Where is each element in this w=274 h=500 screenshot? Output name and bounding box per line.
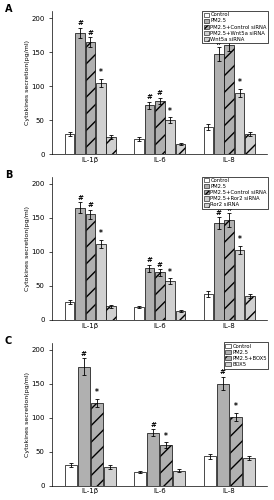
Bar bbox=[96, 82, 106, 154]
Text: #: # bbox=[220, 370, 226, 376]
Text: *: * bbox=[95, 388, 99, 397]
Bar bbox=[165, 281, 175, 320]
Text: #: # bbox=[147, 94, 152, 100]
Bar bbox=[65, 302, 75, 320]
Bar bbox=[165, 120, 175, 154]
Bar bbox=[235, 93, 244, 154]
Text: *: * bbox=[168, 268, 172, 277]
Text: #: # bbox=[87, 30, 93, 36]
Bar bbox=[75, 33, 85, 154]
Text: #: # bbox=[81, 351, 87, 357]
Bar bbox=[104, 468, 116, 485]
Text: *: * bbox=[234, 402, 238, 411]
Bar bbox=[155, 272, 165, 320]
Bar bbox=[155, 101, 165, 154]
Bar bbox=[230, 417, 242, 486]
Legend: Control, PM2.5, PM2.5+BOX5, BOX5: Control, PM2.5, PM2.5+BOX5, BOX5 bbox=[224, 342, 269, 368]
Text: #: # bbox=[77, 195, 83, 201]
Bar bbox=[245, 296, 255, 320]
Y-axis label: Cytokines secretion(pg/ml): Cytokines secretion(pg/ml) bbox=[25, 372, 30, 456]
Bar bbox=[214, 54, 224, 154]
Text: #: # bbox=[157, 262, 163, 268]
Bar bbox=[245, 134, 255, 154]
Text: *: * bbox=[238, 78, 242, 88]
Bar bbox=[75, 208, 85, 320]
Bar bbox=[86, 214, 95, 320]
Bar bbox=[134, 139, 144, 154]
Text: B: B bbox=[5, 170, 12, 180]
Bar bbox=[204, 456, 216, 486]
Text: *: * bbox=[164, 432, 168, 440]
Text: *: * bbox=[168, 107, 172, 116]
Bar bbox=[160, 445, 172, 486]
Bar bbox=[214, 224, 224, 320]
Bar bbox=[147, 432, 159, 486]
Text: #: # bbox=[77, 20, 83, 26]
Bar bbox=[176, 144, 185, 154]
Bar bbox=[91, 402, 103, 485]
Y-axis label: Cytokines secretion(pg/ml): Cytokines secretion(pg/ml) bbox=[25, 40, 30, 125]
Text: A: A bbox=[5, 4, 12, 14]
Bar bbox=[65, 134, 75, 154]
Bar bbox=[107, 306, 116, 320]
Bar bbox=[224, 46, 234, 154]
Bar bbox=[235, 250, 244, 320]
Legend: Control, PM2.5, PM2.5+Control siRNA, PM2.5+Wnt5a siRNA, Wnt5a siRNA: Control, PM2.5, PM2.5+Control siRNA, PM2… bbox=[202, 11, 269, 43]
Text: #: # bbox=[87, 202, 93, 208]
Bar bbox=[78, 366, 90, 486]
Bar bbox=[217, 384, 229, 486]
Text: #: # bbox=[216, 210, 222, 216]
Bar bbox=[145, 268, 154, 320]
Bar bbox=[96, 244, 106, 320]
Text: #: # bbox=[157, 90, 163, 96]
Bar bbox=[204, 127, 213, 154]
Bar bbox=[65, 465, 77, 485]
Text: #: # bbox=[226, 206, 232, 212]
Text: *: * bbox=[238, 236, 242, 244]
Text: #: # bbox=[216, 40, 222, 46]
Text: *: * bbox=[99, 229, 103, 238]
Bar bbox=[134, 472, 146, 486]
Text: #: # bbox=[226, 32, 232, 38]
Bar bbox=[86, 42, 95, 154]
Bar bbox=[204, 294, 213, 320]
Text: *: * bbox=[99, 68, 103, 78]
Bar bbox=[134, 307, 144, 320]
Bar bbox=[176, 311, 185, 320]
Text: #: # bbox=[147, 258, 152, 264]
Bar bbox=[145, 105, 154, 154]
Y-axis label: Cytokines secretion(pg/ml): Cytokines secretion(pg/ml) bbox=[25, 206, 30, 291]
Text: C: C bbox=[5, 336, 12, 345]
Bar bbox=[243, 458, 255, 485]
Bar bbox=[224, 220, 234, 320]
Bar bbox=[107, 137, 116, 154]
Legend: Control, PM2.5, PM2.5+Control siRNA, PM2.5+Ror2 siRNA, Ror2 siRNA: Control, PM2.5, PM2.5+Control siRNA, PM2… bbox=[202, 176, 269, 209]
Text: #: # bbox=[150, 422, 156, 428]
Bar bbox=[173, 470, 185, 486]
